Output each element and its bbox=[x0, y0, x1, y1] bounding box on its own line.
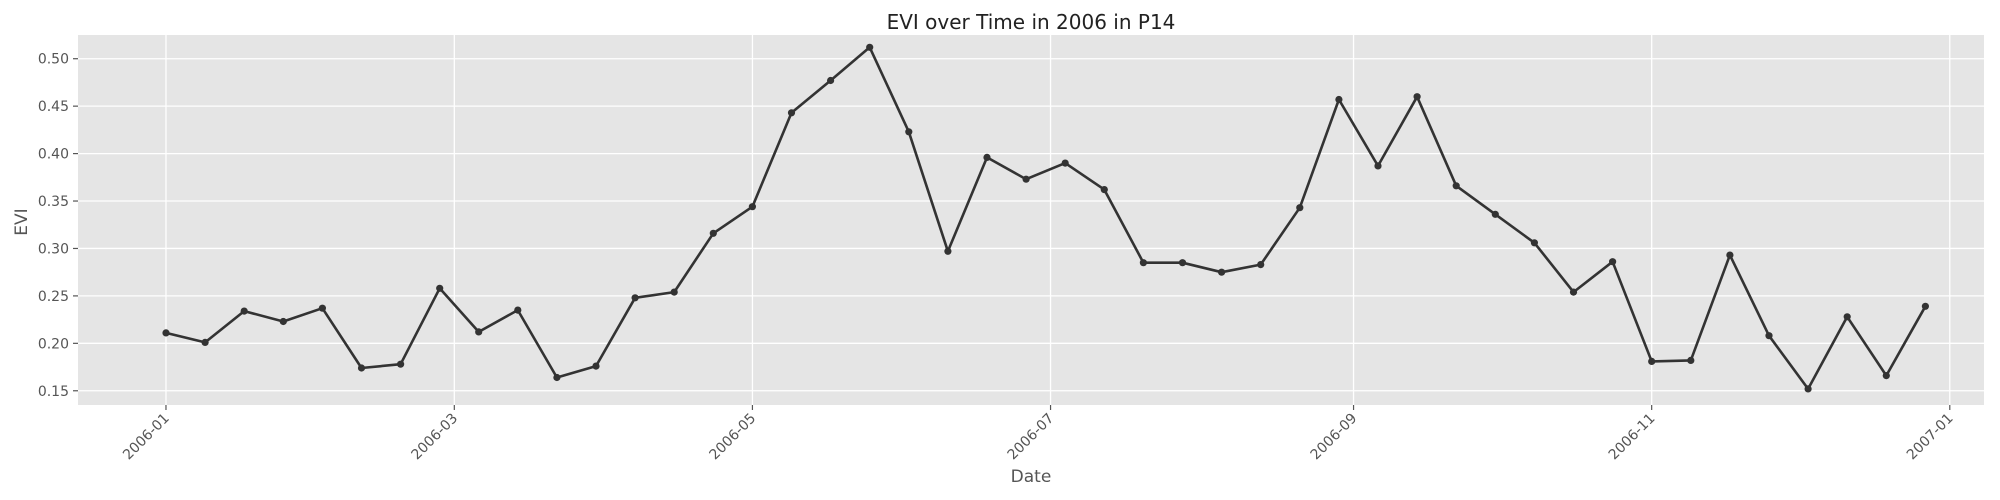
x-tick-label: 2006-09 bbox=[1308, 411, 1361, 464]
evi-data-point bbox=[397, 360, 405, 368]
y-tick-label: 0.45 bbox=[38, 99, 69, 115]
evi-data-point bbox=[318, 304, 326, 312]
evi-data-point bbox=[1491, 210, 1499, 218]
evi-data-point bbox=[1687, 356, 1695, 364]
x-tick-label: 2006-05 bbox=[707, 411, 760, 464]
x-tick-label: 2007-01 bbox=[1904, 411, 1957, 464]
evi-data-point bbox=[709, 229, 717, 237]
y-tick-label: 0.30 bbox=[38, 241, 69, 257]
x-axis-label: Date bbox=[1011, 467, 1052, 487]
evi-data-point bbox=[553, 373, 561, 382]
evi-data-point bbox=[787, 109, 796, 117]
evi-data-point bbox=[944, 247, 952, 255]
evi-data-point bbox=[670, 288, 678, 296]
evi-data-point bbox=[357, 364, 366, 372]
y-tick-label: 0.20 bbox=[38, 336, 69, 352]
evi-data-point bbox=[1882, 372, 1890, 380]
evi-data-point bbox=[1022, 175, 1030, 183]
evi-data-point bbox=[905, 128, 913, 136]
evi-data-point bbox=[983, 153, 991, 161]
chart-title: EVI over Time in 2006 in P14 bbox=[887, 10, 1176, 34]
evi-data-point bbox=[436, 284, 444, 292]
evi-data-point bbox=[1921, 302, 1929, 310]
x-axis-ticks: 2006-01 2006-03 2006-05 2006-07 2006-09 2006-… bbox=[120, 405, 1957, 463]
evi-data-point bbox=[1139, 259, 1147, 267]
evi-data-point bbox=[475, 328, 483, 336]
evi-data-point bbox=[1257, 261, 1265, 269]
evi-data-point bbox=[1374, 162, 1382, 170]
evi-data-point bbox=[1726, 251, 1734, 259]
evi-data-point bbox=[1452, 182, 1460, 190]
x-tick-label: 2006-11 bbox=[1606, 411, 1659, 464]
y-tick-label: 0.15 bbox=[38, 384, 69, 400]
evi-data-point bbox=[827, 76, 835, 85]
evi-data-point bbox=[279, 317, 287, 326]
plot-area bbox=[78, 35, 1984, 405]
y-tick-label: 0.35 bbox=[38, 194, 69, 210]
evi-series-line bbox=[164, 45, 1927, 391]
evi-data-point bbox=[240, 307, 248, 315]
evi-data-point bbox=[1569, 288, 1578, 296]
evi-data-point bbox=[1648, 357, 1656, 365]
evi-data-point bbox=[592, 362, 600, 370]
evi-data-point bbox=[201, 338, 209, 346]
evi-data-point bbox=[866, 43, 874, 51]
evi-data-point bbox=[631, 294, 639, 302]
evi-data-point bbox=[1218, 268, 1226, 276]
evi-data-point bbox=[1530, 239, 1538, 247]
y-axis-ticks: 0.15 0.20 0.25 0.30 0.35 0.40 0.45 0.50 bbox=[38, 52, 78, 400]
y-tick-label: 0.25 bbox=[38, 289, 69, 305]
evi-data-point bbox=[1296, 204, 1304, 212]
y-tick-label: 0.50 bbox=[38, 52, 69, 68]
evi-data-point bbox=[1061, 159, 1069, 167]
evi-data-point bbox=[1609, 258, 1617, 266]
x-tick-label: 2006-07 bbox=[1005, 411, 1058, 464]
y-axis-label: EVI bbox=[12, 208, 32, 235]
y-tick-label: 0.40 bbox=[38, 147, 69, 163]
evi-data-point bbox=[1804, 385, 1812, 393]
evi-data-point bbox=[1335, 95, 1343, 104]
evi-data-point bbox=[748, 203, 757, 211]
evi-data-point bbox=[1413, 93, 1421, 101]
evi-data-point bbox=[1843, 313, 1851, 321]
x-tick-label: 2006-01 bbox=[120, 411, 173, 464]
evi-data-point bbox=[514, 306, 522, 314]
x-tick-label: 2006-03 bbox=[408, 411, 461, 464]
evi-data-point bbox=[1100, 186, 1108, 194]
evi-data-point bbox=[162, 329, 170, 337]
grid-lines bbox=[78, 35, 1984, 405]
evi-data-point bbox=[1765, 332, 1773, 340]
evi-data-point bbox=[1178, 259, 1187, 267]
series-layer bbox=[162, 43, 1929, 393]
